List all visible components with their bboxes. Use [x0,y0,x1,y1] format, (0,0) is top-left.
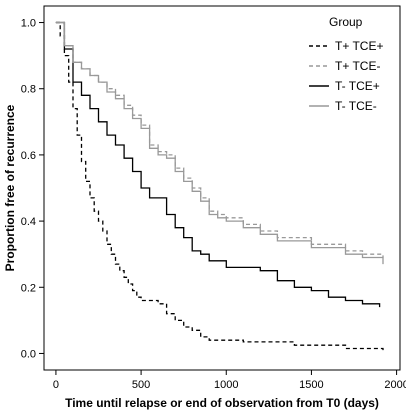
series-line-3 [55,21,384,265]
legend-label-3: T- TCE- [335,99,377,113]
x-axis: 0 500 1000 1500 2000 [53,370,406,391]
y-tick-label: 0.2 [21,282,36,294]
series-layer [55,21,384,351]
y-tick-label: 0.6 [21,150,36,162]
legend-label-1: T+ TCE- [335,59,380,73]
y-tick-label: 0.0 [21,348,36,360]
y-tick-label: 0.4 [21,216,36,228]
x-tick-label: 1000 [214,379,238,391]
legend-label-2: T- TCE+ [335,79,380,93]
x-tick-label: 500 [132,379,150,391]
y-axis: 0.0 0.2 0.4 0.6 0.8 1.0 [21,18,44,360]
y-tick-label: 1.0 [21,18,36,30]
x-tick-label: 0 [53,379,59,391]
legend-title: Group [329,15,363,29]
series-line-0 [55,21,384,351]
legend: Group T+ TCE+ T+ TCE- T- TCE+ T- TCE- [309,15,383,113]
plot-frame [43,5,401,371]
y-axis-title: Proportion free of recurrence [3,104,17,271]
x-tick-label: 1500 [299,379,323,391]
series-line-2 [55,21,381,308]
legend-label-0: T+ TCE+ [335,39,383,53]
series-line-1 [55,21,384,258]
x-axis-title: Time until relapse or end of observation… [65,396,379,410]
x-tick-label: 2000 [384,379,406,391]
y-tick-label: 0.8 [21,84,36,96]
